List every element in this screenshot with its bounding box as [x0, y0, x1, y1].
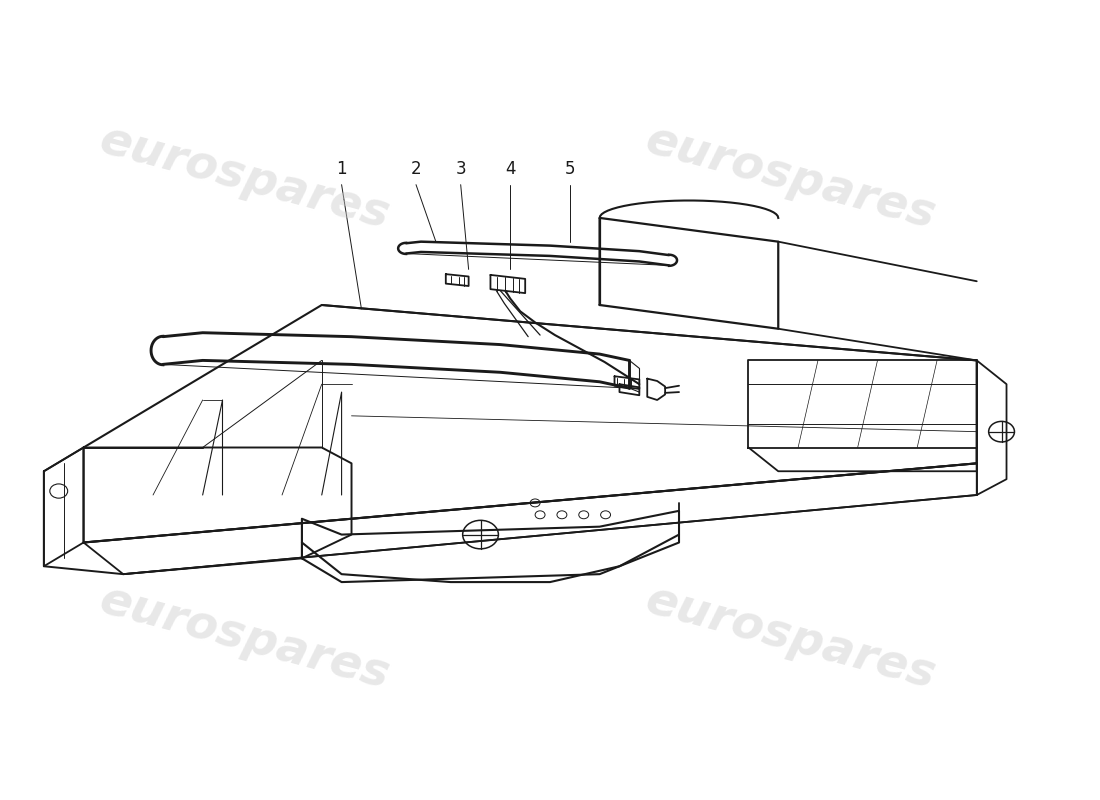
Text: eurospares: eurospares [95, 118, 395, 238]
Text: eurospares: eurospares [95, 577, 395, 698]
Text: 4: 4 [505, 160, 516, 178]
Text: 2: 2 [410, 160, 421, 178]
Text: 1: 1 [337, 160, 346, 178]
Text: 5: 5 [564, 160, 575, 178]
Text: eurospares: eurospares [640, 118, 940, 238]
Text: eurospares: eurospares [640, 577, 940, 698]
Text: 3: 3 [455, 160, 466, 178]
